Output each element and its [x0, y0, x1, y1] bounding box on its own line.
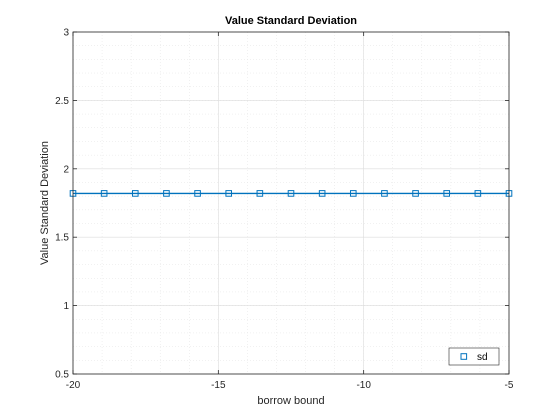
data-point-sd — [256, 190, 264, 197]
legend-box — [448, 347, 500, 366]
data-point-sd — [287, 190, 295, 197]
plot-area — [73, 32, 509, 374]
data-point-sd — [349, 190, 357, 197]
y-tick-label: 1 — [63, 301, 69, 312]
data-point-sd — [163, 190, 170, 197]
series-layer — [69, 190, 513, 197]
data-point-sd — [381, 190, 388, 197]
data-point-sd — [225, 190, 233, 197]
data-point-sd — [412, 190, 419, 197]
y-tick-label: 3 — [63, 28, 69, 39]
y-axis-label: Value Standard Deviation — [39, 141, 51, 265]
y-tick-label: 0.5 — [55, 370, 69, 381]
y-tick-label: 2.5 — [55, 96, 69, 107]
y-tick-label: 1.5 — [55, 233, 69, 244]
chart-title: Value Standard Deviation — [225, 15, 357, 27]
legend-label-sd: sd — [477, 352, 488, 363]
y-tick-label: 2 — [63, 164, 69, 175]
data-point-sd — [443, 190, 451, 197]
x-tick-label: -10 — [356, 380, 371, 391]
x-axis-label: borrow bound — [257, 395, 324, 407]
data-point-sd — [100, 190, 108, 197]
x-tick-label: -20 — [66, 380, 81, 391]
legend-marker-sd — [460, 353, 468, 360]
axis-ticks: -20 -15 -10 -5 0.5 1 1.5 2 2.5 3 — [55, 28, 514, 392]
data-point-sd — [474, 190, 482, 197]
x-tick-label: -5 — [505, 380, 514, 391]
data-point-sd — [318, 190, 326, 197]
legend: sd — [448, 347, 500, 366]
data-point-sd — [194, 190, 201, 197]
plot-frame — [72, 31, 510, 375]
x-tick-label: -15 — [211, 380, 226, 391]
data-point-sd — [131, 190, 139, 197]
